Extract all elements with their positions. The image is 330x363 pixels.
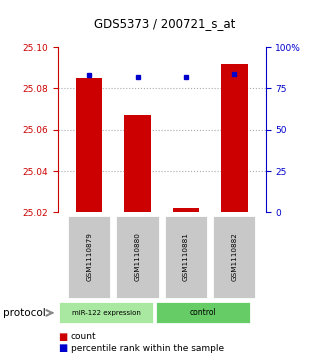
Text: GSM1110882: GSM1110882	[231, 232, 237, 281]
Text: count: count	[71, 333, 97, 341]
Text: GDS5373 / 200721_s_at: GDS5373 / 200721_s_at	[94, 17, 236, 30]
Bar	[76, 78, 103, 212]
Text: miR-122 expression: miR-122 expression	[72, 310, 141, 315]
Bar	[173, 208, 199, 212]
FancyBboxPatch shape	[67, 215, 112, 299]
Text: percentile rank within the sample: percentile rank within the sample	[71, 344, 224, 353]
FancyBboxPatch shape	[164, 215, 208, 299]
Text: GSM1110879: GSM1110879	[86, 232, 92, 281]
Text: control: control	[189, 308, 216, 317]
FancyBboxPatch shape	[155, 301, 251, 324]
FancyBboxPatch shape	[58, 301, 154, 324]
Text: GSM1110880: GSM1110880	[135, 232, 141, 281]
Text: protocol: protocol	[3, 308, 46, 318]
Text: GSM1110881: GSM1110881	[183, 232, 189, 281]
Text: ■: ■	[58, 343, 67, 354]
FancyBboxPatch shape	[212, 215, 256, 299]
Bar	[221, 64, 248, 212]
Bar	[124, 115, 151, 212]
Text: ■: ■	[58, 332, 67, 342]
FancyBboxPatch shape	[115, 215, 160, 299]
